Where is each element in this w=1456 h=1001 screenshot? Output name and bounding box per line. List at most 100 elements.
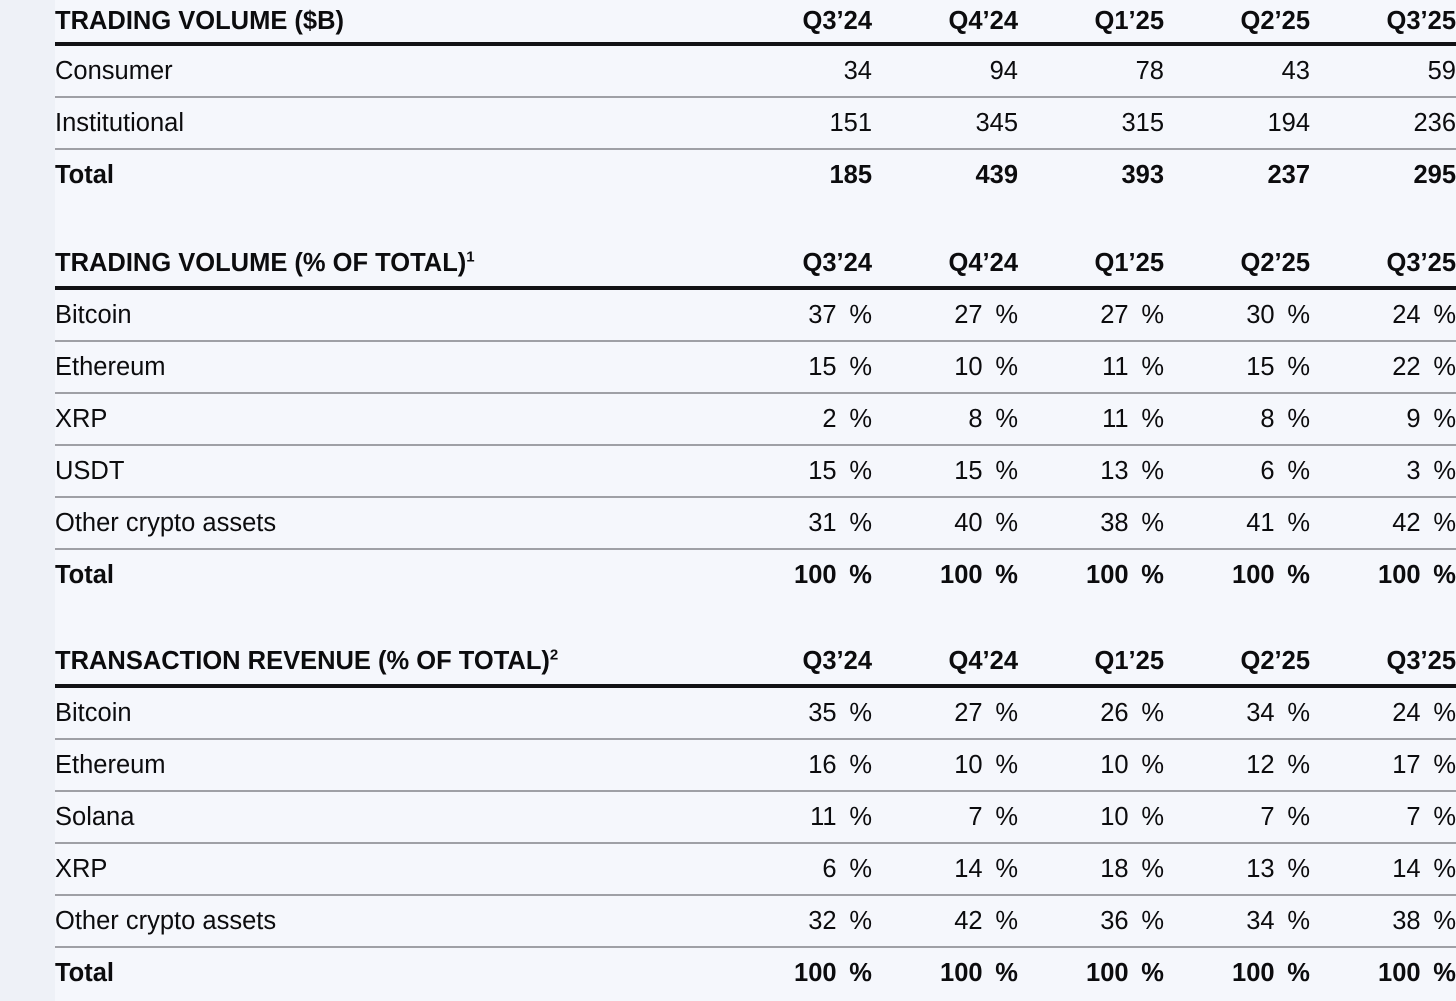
header-row: TRADING VOLUME (% OF TOTAL)1 Q3’24 Q4’24… [55, 240, 1456, 290]
value-cell: 30 % [1164, 288, 1310, 342]
value-cell: 27 % [1018, 288, 1164, 342]
table-title: TRADING VOLUME ($B) [55, 0, 726, 46]
value-cell: 7 % [1164, 791, 1310, 844]
row-label: Institutional [55, 97, 726, 150]
table-row: Consumer 34 94 78 43 59 [55, 44, 1456, 98]
value-cell: 8 % [1164, 393, 1310, 446]
value-cell: 100 % [1232, 560, 1310, 589]
value-cell: 43 [1164, 44, 1310, 98]
value-cell: 27 % [872, 288, 1018, 342]
value-cell: 24 % [1310, 288, 1456, 342]
value-cell: 17 % [1310, 739, 1456, 792]
row-label: Consumer [55, 44, 726, 98]
row-label: Total [55, 958, 115, 987]
value-cell: 100 % [1232, 958, 1310, 987]
row-label: Bitcoin [55, 686, 726, 740]
table-title-text: TRANSACTION REVENUE (% OF TOTAL) [55, 646, 550, 675]
value-cell: 22 % [1310, 341, 1456, 394]
column-header: Q4’24 [872, 638, 1018, 688]
table-title: TRADING VOLUME (% OF TOTAL)1 [55, 240, 726, 290]
column-header: Q1’25 [1018, 638, 1164, 688]
value-cell: 41 % [1164, 497, 1310, 550]
header-row: TRADING VOLUME ($B) Q3’24 Q4’24 Q1’25 Q2… [55, 0, 1456, 46]
table-row: Institutional 151 345 315 194 236 [55, 97, 1456, 150]
transaction-revenue-pct-table: TRANSACTION REVENUE (% OF TOTAL)2 Q3’24 … [55, 638, 1456, 998]
header-row: TRANSACTION REVENUE (% OF TOTAL)2 Q3’24 … [55, 638, 1456, 688]
value-cell: 237 [1267, 160, 1310, 189]
value-cell: 78 [1018, 44, 1164, 98]
value-cell: 6 % [1164, 445, 1310, 498]
value-cell: 42 % [872, 895, 1018, 948]
column-header: Q4’24 [872, 0, 1018, 46]
table-row: USDT 15 % 15 % 13 % 6 % 3 % [55, 445, 1456, 498]
value-cell: 13 % [1164, 843, 1310, 896]
value-cell: 13 % [1018, 445, 1164, 498]
value-cell: 185 [829, 160, 872, 189]
value-cell: 32 % [726, 895, 872, 948]
column-header: Q3’25 [1310, 638, 1456, 688]
value-cell: 9 % [1310, 393, 1456, 446]
value-cell: 100 % [1378, 560, 1456, 589]
value-cell: 37 % [726, 288, 872, 342]
column-header: Q3’24 [726, 0, 872, 46]
value-cell: 393 [1121, 160, 1164, 189]
column-header: Q2’25 [1164, 240, 1310, 290]
value-cell: 6 % [726, 843, 872, 896]
value-cell: 16 % [726, 739, 872, 792]
row-label: USDT [55, 445, 726, 498]
value-cell: 35 % [726, 686, 872, 740]
column-header: Q3’24 [726, 240, 872, 290]
column-header: Q2’25 [1164, 638, 1310, 688]
value-cell: 59 [1310, 44, 1456, 98]
value-cell: 14 % [1310, 843, 1456, 896]
value-cell: 34 [726, 44, 872, 98]
column-header: Q1’25 [1018, 240, 1164, 290]
value-cell: 439 [975, 160, 1018, 189]
value-cell: 15 % [1164, 341, 1310, 394]
table-row: Solana 11 % 7 % 10 % 7 % 7 % [55, 791, 1456, 844]
value-cell: 100 % [794, 958, 872, 987]
value-cell: 15 % [872, 445, 1018, 498]
value-cell: 34 % [1164, 686, 1310, 740]
table-row: XRP 6 % 14 % 18 % 13 % 14 % [55, 843, 1456, 896]
value-cell: 31 % [726, 497, 872, 550]
row-label: Other crypto assets [55, 497, 726, 550]
footnote-marker: 1 [466, 248, 475, 265]
table-row: Bitcoin 37 % 27 % 27 % 30 % 24 % [55, 288, 1456, 342]
value-cell: 3 % [1310, 445, 1456, 498]
row-label: Total [55, 560, 115, 589]
column-header: Q3’25 [1310, 0, 1456, 46]
value-cell: 8 % [872, 393, 1018, 446]
total-row: Total 185 439 393 237 295 [55, 149, 1456, 200]
value-cell: 11 % [1018, 341, 1164, 394]
value-cell: 38 % [1018, 497, 1164, 550]
value-cell: 100 % [794, 560, 872, 589]
column-header: Q3’24 [726, 638, 872, 688]
column-header: Q4’24 [872, 240, 1018, 290]
value-cell: 236 [1310, 97, 1456, 150]
value-cell: 100 % [1086, 958, 1164, 987]
value-cell: 15 % [726, 445, 872, 498]
row-label: Ethereum [55, 739, 726, 792]
value-cell: 11 % [726, 791, 872, 844]
trading-volume-table: TRADING VOLUME ($B) Q3’24 Q4’24 Q1’25 Q2… [55, 0, 1456, 200]
value-cell: 40 % [872, 497, 1018, 550]
value-cell: 10 % [872, 341, 1018, 394]
footnote-marker: 2 [549, 646, 559, 663]
value-cell: 15 % [726, 341, 872, 394]
table-row: Ethereum 16 % 10 % 10 % 12 % 17 % [55, 739, 1456, 792]
value-cell: 42 % [1310, 497, 1456, 550]
value-cell: 151 [726, 97, 872, 150]
value-cell: 7 % [1310, 791, 1456, 844]
value-cell: 7 % [872, 791, 1018, 844]
table-row: Other crypto assets 32 % 42 % 36 % 34 % … [55, 895, 1456, 948]
total-row: Total 100 % 100 % 100 % 100 % 100 % [55, 947, 1456, 998]
value-cell: 11 % [1018, 393, 1164, 446]
value-cell: 14 % [872, 843, 1018, 896]
value-cell: 315 [1018, 97, 1164, 150]
row-label: Other crypto assets [55, 895, 726, 948]
table-title-text: TRADING VOLUME ($B) [55, 6, 344, 35]
column-header: Q1’25 [1018, 0, 1164, 46]
value-cell: 27 % [872, 686, 1018, 740]
column-header: Q2’25 [1164, 0, 1310, 46]
